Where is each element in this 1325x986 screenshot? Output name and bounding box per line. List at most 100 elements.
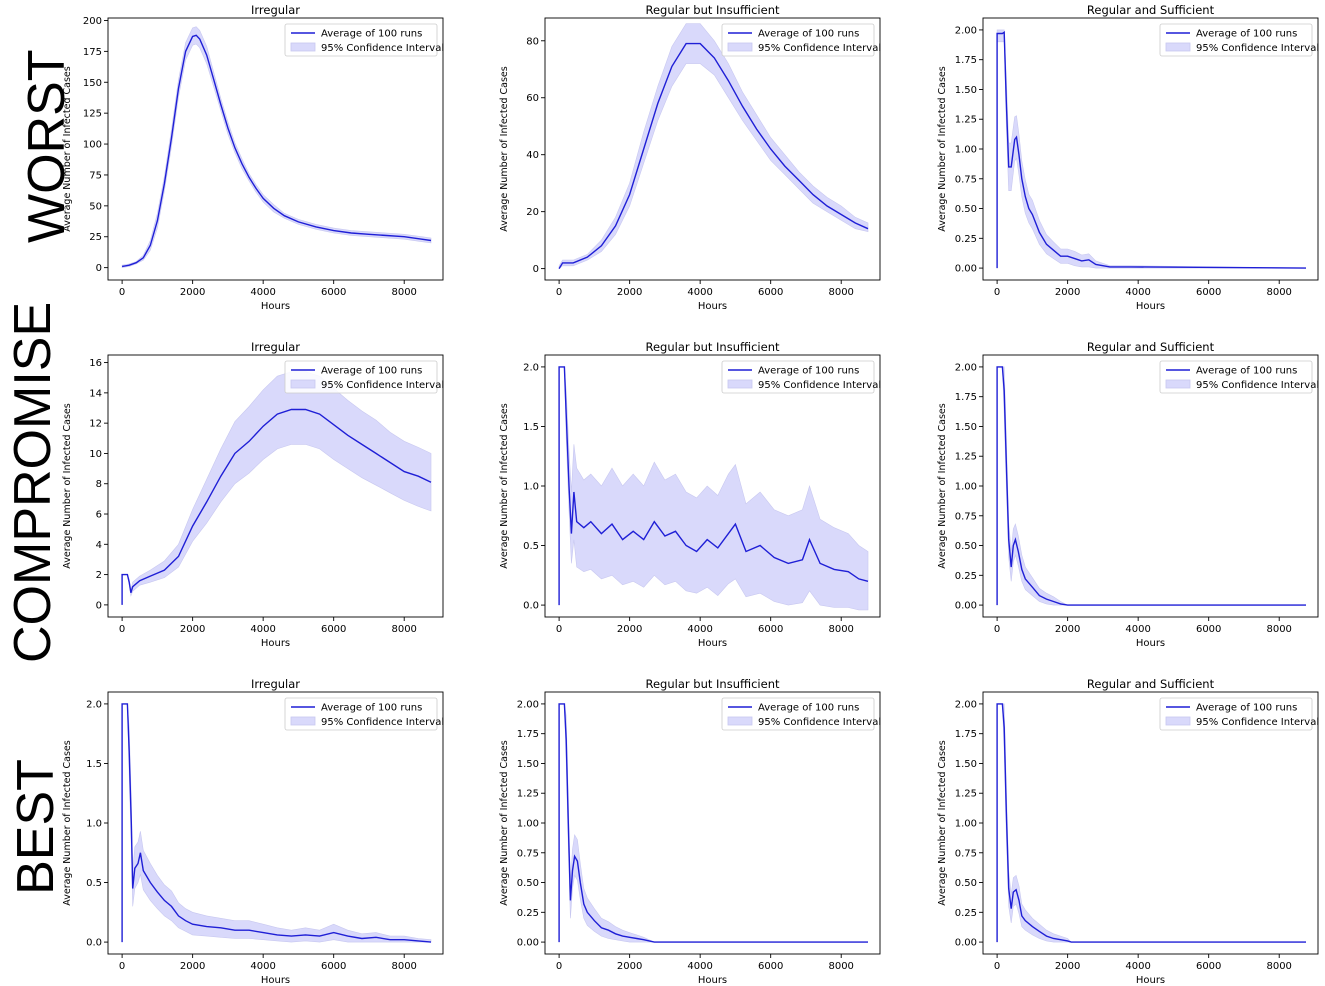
- y-tick-label: 1.00: [955, 819, 977, 830]
- y-tick-label: 12: [89, 419, 102, 430]
- y-tick-label: 2.00: [955, 362, 977, 373]
- x-tick-label: 8000: [1266, 287, 1291, 298]
- y-tick-label: 100: [83, 140, 102, 151]
- x-axis-label: Hours: [698, 301, 727, 312]
- legend-band-label: 95% Confidence Interval: [321, 380, 444, 391]
- chart-title: Regular but Insufficient: [646, 340, 780, 354]
- y-tick-label: 0.50: [955, 204, 977, 215]
- y-tick-label: 1.00: [517, 819, 539, 830]
- x-tick-label: 2000: [180, 287, 205, 298]
- y-tick-label: 0.50: [517, 878, 539, 889]
- legend-box: [1159, 360, 1313, 394]
- y-tick-label: 2.0: [523, 362, 539, 373]
- chart-panel-2: 0 2000 4000 6000 8000 0.00 0.25 0.50 0.75 1.00 1.2…: [937, 3, 1319, 312]
- legend-box: [721, 23, 875, 57]
- legend-line-label: Average of 100 runs: [1196, 366, 1297, 377]
- average-line: [558, 703, 868, 943]
- x-tick-label: 4000: [1125, 287, 1150, 298]
- average-line: [121, 703, 432, 943]
- y-axis-label: Average Number of Infected Cases: [499, 66, 510, 231]
- chart-panel-1: 0 2000 4000 6000 8000 0 20 40 60 80 Regular but In…: [499, 3, 881, 312]
- x-tick-label: 2000: [1055, 287, 1080, 298]
- y-tick-label: 1.00: [955, 145, 977, 156]
- y-tick-label: 0.5: [523, 541, 539, 552]
- x-tick-label: 8000: [828, 961, 853, 972]
- confidence-band: [558, 23, 869, 270]
- y-tick-label: 60: [526, 93, 539, 104]
- legend-box: [284, 697, 438, 731]
- y-tick-label: 2.0: [86, 699, 102, 710]
- legend-band-swatch: [1165, 716, 1191, 726]
- y-axis-label: Average Number of Infected Cases: [499, 740, 510, 905]
- x-tick-label: 2000: [617, 961, 642, 972]
- y-tick-label: 0.25: [955, 908, 977, 919]
- y-tick-label: 0.00: [517, 938, 539, 949]
- y-tick-label: 25: [89, 232, 102, 243]
- average-line: [996, 366, 1306, 606]
- y-tick-label: 175: [83, 47, 102, 58]
- legend: Average of 100 runs 95% Confidence Interv…: [1159, 23, 1319, 57]
- legend-line-label: Average of 100 runs: [758, 703, 859, 714]
- y-tick-label: 125: [83, 109, 102, 120]
- chart-title: Regular but Insufficient: [646, 677, 780, 691]
- legend-box: [721, 360, 875, 394]
- average-line: [121, 34, 432, 268]
- y-tick-label: 2.00: [955, 25, 977, 36]
- legend-box: [1159, 23, 1313, 57]
- y-axis-label: Average Number of Infected Cases: [937, 66, 948, 231]
- legend: Average of 100 runs 95% Confidence Interv…: [1159, 360, 1319, 394]
- legend: Average of 100 runs 95% Confidence Interv…: [1159, 697, 1319, 731]
- legend: Average of 100 runs 95% Confidence Interv…: [284, 360, 444, 394]
- confidence-band: [121, 26, 432, 268]
- y-tick-label: 0.25: [955, 571, 977, 582]
- y-tick-label: 0.0: [86, 938, 102, 949]
- y-tick-label: 1.50: [955, 422, 977, 433]
- y-tick-label: 1.25: [517, 789, 539, 800]
- average-line: [996, 31, 1307, 269]
- x-tick-label: 2000: [180, 961, 205, 972]
- x-tick-label: 0: [556, 961, 562, 972]
- confidence-band: [996, 703, 1306, 943]
- chart-panel-5: 0 2000 4000 6000 8000 0.00 0.25 0.50 0.75 1.00 1.2…: [937, 340, 1319, 649]
- x-tick-label: 0: [119, 287, 125, 298]
- x-tick-label: 8000: [1266, 624, 1291, 635]
- x-tick-label: 6000: [1196, 624, 1221, 635]
- y-tick-label: 0.00: [955, 264, 977, 275]
- y-tick-label: 2: [96, 570, 102, 581]
- y-tick-label: 40: [526, 150, 539, 161]
- chart-title: Irregular: [251, 3, 300, 17]
- y-tick-label: 8: [96, 479, 102, 490]
- y-tick-label: 0: [96, 263, 102, 274]
- average-line: [121, 408, 432, 605]
- axes-frame: [982, 354, 1319, 618]
- y-tick-label: 1.75: [955, 392, 977, 403]
- y-axis-label: Average Number of Infected Cases: [937, 740, 948, 905]
- x-tick-label: 6000: [758, 624, 783, 635]
- y-tick-label: 1.25: [955, 789, 977, 800]
- x-tick-label: 6000: [758, 961, 783, 972]
- y-tick-label: 4: [96, 540, 102, 551]
- chart-panel-3: 0 2000 4000 6000 8000 0 2 4 6 8 10 12 14 16 Irregular H…: [62, 340, 444, 649]
- chart-title: Irregular: [251, 677, 300, 691]
- x-tick-label: 6000: [321, 961, 346, 972]
- legend: Average of 100 runs 95% Confidence Interv…: [721, 23, 881, 57]
- y-axis-label: Average Number of Infected Cases: [499, 403, 510, 568]
- y-tick-label: 150: [83, 78, 102, 89]
- x-tick-label: 4000: [1125, 624, 1150, 635]
- confidence-band: [558, 703, 868, 943]
- x-tick-label: 4000: [250, 624, 275, 635]
- y-tick-label: 0: [533, 264, 539, 275]
- x-tick-label: 2000: [1055, 624, 1080, 635]
- x-axis-label: Hours: [1136, 301, 1165, 312]
- y-tick-label: 80: [526, 36, 539, 47]
- x-tick-label: 2000: [180, 624, 205, 635]
- legend-band-label: 95% Confidence Interval: [1196, 717, 1319, 728]
- y-tick-label: 200: [83, 16, 102, 27]
- y-axis-label: Average Number of Infected Cases: [937, 403, 948, 568]
- y-tick-label: 0.75: [517, 848, 539, 859]
- confidence-band: [996, 29, 1307, 269]
- x-tick-label: 8000: [828, 287, 853, 298]
- legend-box: [721, 697, 875, 731]
- legend-line-label: Average of 100 runs: [1196, 703, 1297, 714]
- legend-band-swatch: [290, 379, 316, 389]
